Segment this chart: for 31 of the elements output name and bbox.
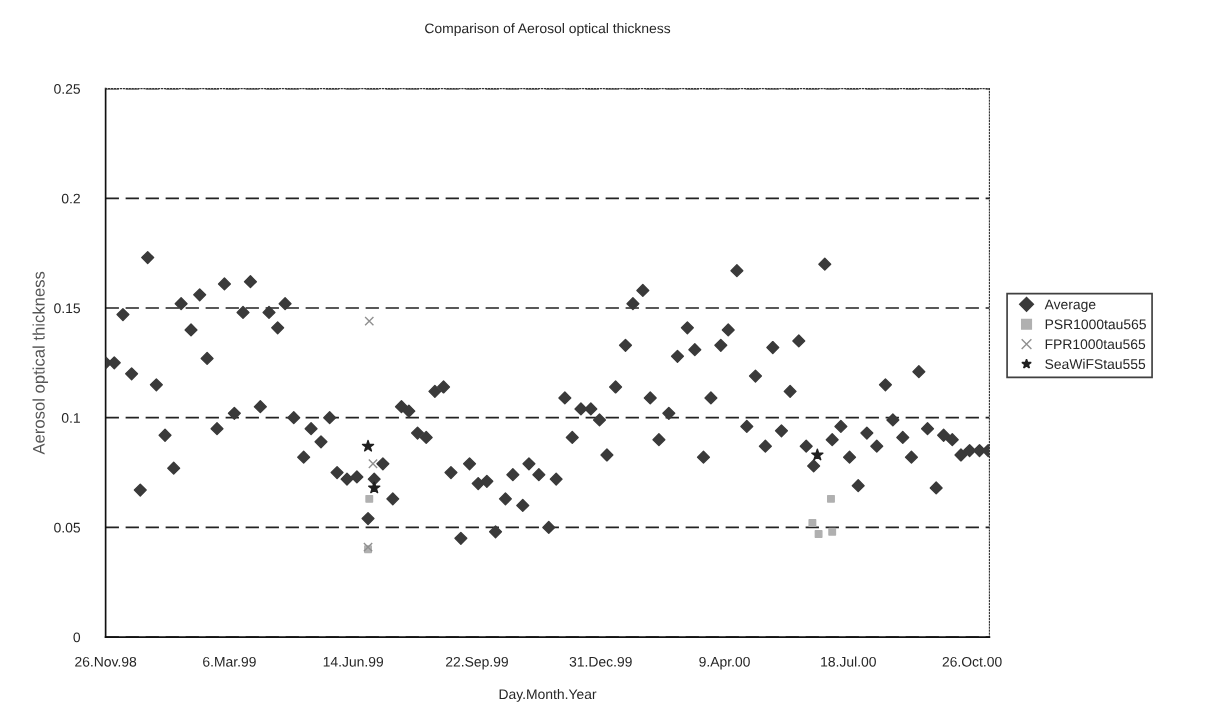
y-tick-label: 0.05 xyxy=(54,522,81,533)
y-tick-label: 0.1 xyxy=(61,413,80,423)
y-tick-label: 0.15 xyxy=(54,303,81,314)
x-tick-label: 26.Nov.98 xyxy=(75,656,137,667)
x-tick-label: 18.Jul.00 xyxy=(821,656,876,667)
x-tick-label: 26.Oct.00 xyxy=(942,656,1002,667)
chart-title: Comparison of Aerosol optical thickness xyxy=(425,23,671,36)
point xyxy=(828,527,837,536)
legend-label: Average xyxy=(1044,299,1096,313)
x-tick-label: 22.Sep.99 xyxy=(446,656,508,670)
y-tick-label: 0.25 xyxy=(54,83,81,94)
x-tick-label: 31.Dec.99 xyxy=(569,656,632,667)
y-tick-label: 0.2 xyxy=(61,193,80,204)
y-tick-label: 0 xyxy=(73,632,81,643)
point xyxy=(814,530,823,538)
point xyxy=(364,316,375,327)
legend-label: SeaWiFStau555 xyxy=(1045,358,1146,370)
point xyxy=(365,494,374,503)
point xyxy=(811,448,824,461)
point xyxy=(368,458,378,469)
y-axis-title: Aerosol optical thickness xyxy=(32,271,49,455)
point xyxy=(368,481,381,494)
x-tick-label: 14.Jun.99 xyxy=(323,656,384,667)
x-tick-label: 6.Mar.99 xyxy=(203,656,256,667)
point xyxy=(808,519,817,527)
point xyxy=(827,494,835,503)
legend-label: PSR1000tau565 xyxy=(1045,319,1146,330)
legend-label: FPR1000tau565 xyxy=(1045,339,1146,350)
point xyxy=(361,439,375,452)
x-axis-title: Day.Month.Year xyxy=(499,688,597,702)
x-tick-label: 9.Apr.00 xyxy=(699,656,750,670)
